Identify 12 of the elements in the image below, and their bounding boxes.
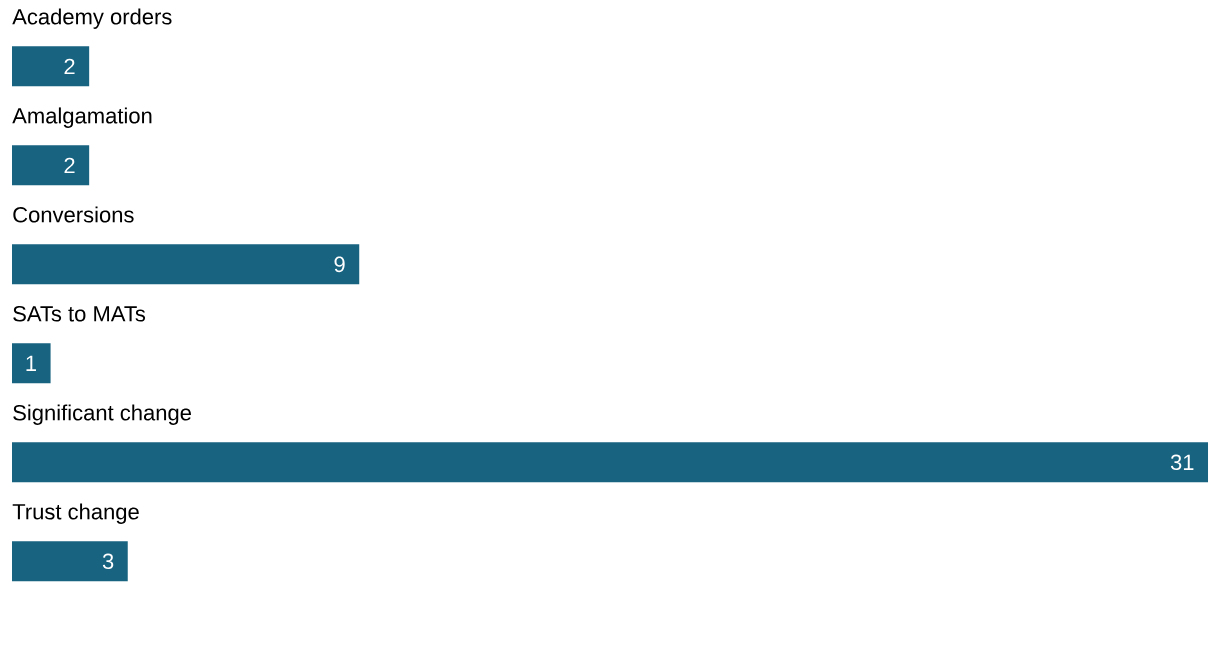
y-tick-label: Academy orders [12, 8, 172, 29]
y-tick-label: Conversions [13, 206, 134, 223]
y-tick-label: SATs to MATs [13, 305, 146, 322]
y-tick-label: Significant change [13, 404, 191, 425]
data-label: 2 [64, 58, 75, 75]
y-tick-label: Trust change [12, 503, 139, 524]
data-label: 9 [334, 256, 345, 273]
y-tick-label: Amalgamation [12, 107, 152, 128]
data-label: 31 [1170, 454, 1194, 471]
data-label: 3 [102, 553, 114, 570]
data-label: 2 [64, 157, 75, 174]
data-label: 1 [26, 355, 36, 371]
